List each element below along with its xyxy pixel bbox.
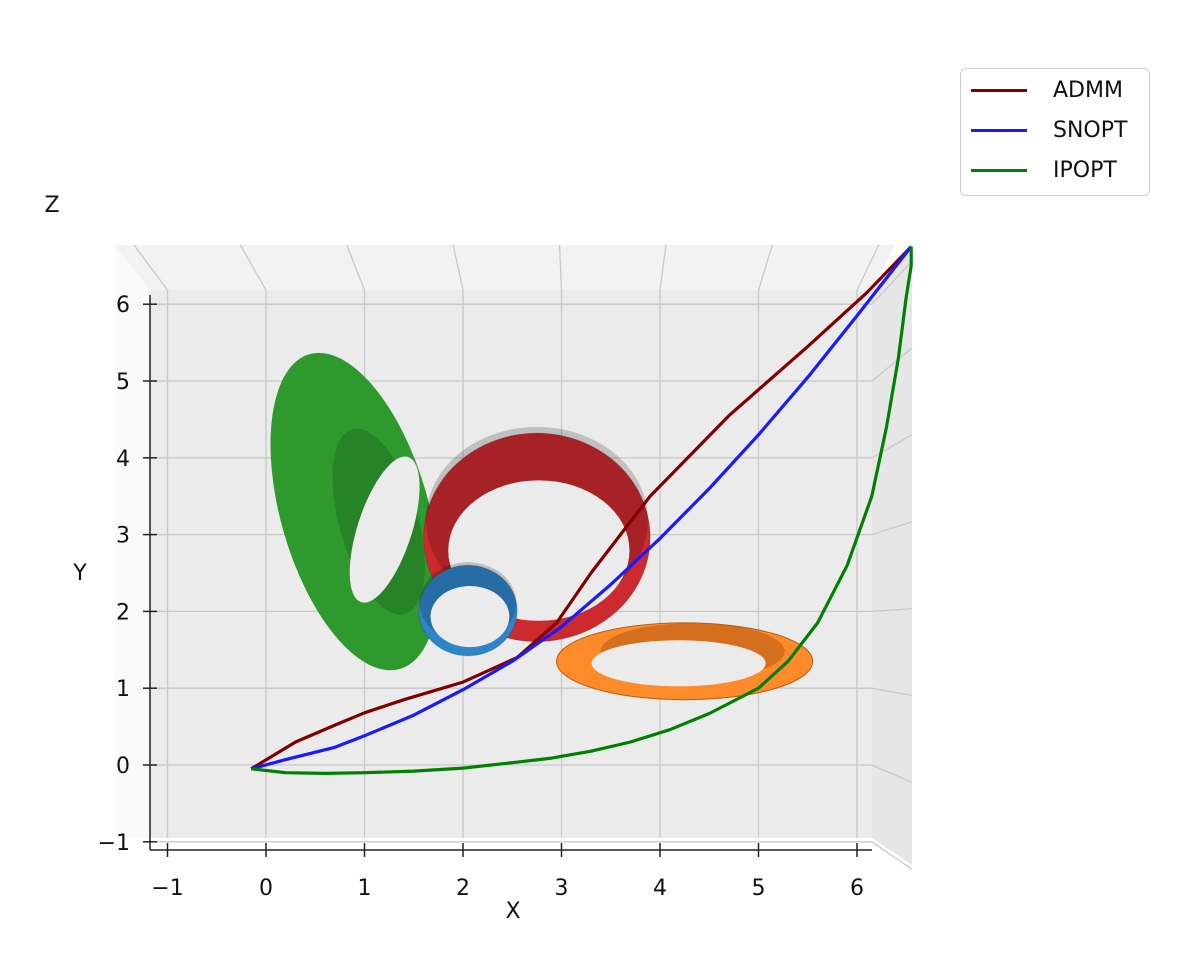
legend-item-ipopt: IPOPT — [971, 157, 1117, 183]
x-gridline-top — [239, 244, 267, 291]
x-gridline-top — [346, 244, 366, 291]
obstacle-1 — [423, 426, 651, 643]
y-gridline-right — [871, 764, 913, 784]
y-tick-label: 1 — [116, 677, 130, 702]
y-tick-label: 2 — [116, 600, 130, 625]
obstacle-3 — [556, 622, 814, 701]
top-pane — [115, 245, 895, 290]
y-tick-label: 0 — [116, 754, 130, 779]
y-tick-label: 3 — [116, 524, 130, 549]
legend-swatch-snopt — [971, 128, 1027, 132]
x-gridline-top — [558, 244, 563, 291]
y-gridline-right — [871, 521, 913, 536]
x-axis-title: X — [505, 899, 520, 924]
y-tick-label: −1 — [98, 831, 130, 856]
y-gridline-right — [871, 260, 913, 305]
x-gridline-top — [452, 244, 464, 291]
x-tick-label: 5 — [752, 876, 766, 901]
chart-legend: ADMM SNOPT IPOPT — [960, 68, 1150, 196]
obstacle-shape — [430, 586, 510, 648]
obstacle-2 — [418, 562, 518, 657]
x-tick-label: 1 — [358, 876, 372, 901]
series-line-admm — [250, 245, 913, 771]
series-line-ipopt — [251, 246, 913, 776]
obstacle-shape — [349, 456, 420, 603]
x-tick-label: 0 — [259, 876, 273, 901]
x-tick-label: 6 — [850, 876, 864, 901]
x-tick-label: 3 — [555, 876, 569, 901]
x-gridline-top — [856, 244, 880, 291]
legend-label-ipopt: IPOPT — [1053, 157, 1117, 183]
left-pane — [115, 245, 150, 838]
obstacle-shape — [591, 640, 766, 687]
legend-item-snopt: SNOPT — [971, 117, 1127, 143]
y-tick-label: 5 — [116, 370, 130, 395]
y-tick-label: 4 — [116, 447, 130, 472]
y-gridline-right — [871, 687, 913, 697]
y-gridline-right — [871, 434, 913, 459]
legend-swatch-admm — [971, 88, 1027, 92]
x-tick-label: 4 — [653, 876, 667, 901]
y-tick-label: 6 — [116, 293, 130, 318]
x-gridline-top — [659, 244, 667, 291]
y-axis-title: Y — [72, 561, 87, 586]
right-pane — [872, 245, 912, 865]
x-tick-label: 2 — [456, 876, 470, 901]
x-tick-label: −1 — [151, 876, 183, 901]
y-gridline-right — [871, 347, 913, 382]
x-gridline-top — [757, 244, 774, 291]
obstacle-0 — [270, 352, 439, 671]
y-gridline-right — [871, 841, 913, 870]
legend-swatch-ipopt — [971, 168, 1027, 172]
legend-label-admm: ADMM — [1053, 77, 1123, 103]
x-gridline-top — [133, 244, 169, 291]
legend-label-snopt: SNOPT — [1053, 117, 1128, 143]
series-line-snopt — [250, 245, 913, 771]
legend-item-admm: ADMM — [971, 77, 1123, 103]
y-gridline-right — [871, 607, 913, 613]
z-axis-title: Z — [44, 193, 59, 218]
